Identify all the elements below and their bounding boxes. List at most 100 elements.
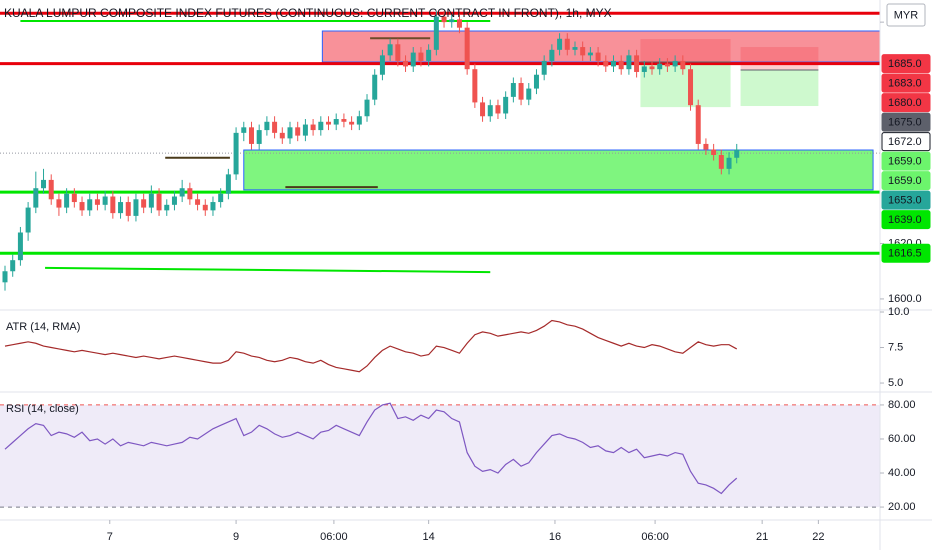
candle-body xyxy=(279,132,285,139)
currency-button-frame[interactable] xyxy=(886,3,926,27)
price-label-badge xyxy=(881,210,931,230)
candle-body xyxy=(403,60,409,67)
candle-body xyxy=(649,66,655,70)
candle-body xyxy=(356,116,362,125)
pane-title: RSI (14, close) xyxy=(6,403,79,415)
candle-body xyxy=(41,179,47,189)
price-label-badge xyxy=(881,73,931,93)
candle-body xyxy=(33,188,39,208)
x-tick-label: 9 xyxy=(233,531,239,543)
price-label-text: 1659.0 xyxy=(888,156,922,168)
price-label-text: 1680.0 xyxy=(888,97,922,109)
indicator-line xyxy=(4,319,738,373)
pane-title: ATR (14, RMA) xyxy=(6,321,80,333)
candle-body xyxy=(125,202,131,216)
trend-line xyxy=(45,266,491,274)
candle-body xyxy=(102,196,108,205)
candle-body xyxy=(326,121,332,125)
candle-body xyxy=(626,55,632,70)
price-label-text: 1685.0 xyxy=(888,58,922,70)
x-tick-label: 06:00 xyxy=(320,531,348,543)
candle-body xyxy=(79,202,85,211)
candle-body xyxy=(587,52,593,56)
candle-body xyxy=(410,52,416,67)
y-tick-label: 80.00 xyxy=(888,399,916,411)
candle-body xyxy=(148,193,154,208)
candle-body xyxy=(202,204,208,211)
candle-body xyxy=(518,83,524,100)
candle-body xyxy=(218,193,224,203)
candle-body xyxy=(433,16,439,50)
candle-body xyxy=(572,47,578,50)
candle-body xyxy=(564,38,570,50)
candle-body xyxy=(618,60,624,70)
zone xyxy=(740,47,819,71)
candle-body xyxy=(71,193,77,203)
candle-body xyxy=(456,19,462,28)
zone xyxy=(640,39,731,62)
candle-body xyxy=(464,27,470,70)
chart-title: KUALA LUMPUR COMPOSITE INDEX FUTURES (CO… xyxy=(4,6,612,20)
y-tick-label: 7.5 xyxy=(888,341,903,353)
candle-body xyxy=(533,74,539,89)
candle-body xyxy=(680,60,686,70)
candle-body xyxy=(110,196,116,214)
candle-body xyxy=(557,38,563,50)
candle-body xyxy=(48,179,54,200)
candle-body xyxy=(664,63,670,67)
y-tick-label: 5.0 xyxy=(888,377,903,389)
candle-body xyxy=(449,19,455,23)
candle-body xyxy=(672,60,678,67)
price-label-text: 1616.5 xyxy=(888,248,922,260)
candle-body xyxy=(56,199,62,208)
x-tick-label: 21 xyxy=(756,531,768,543)
candle-body xyxy=(510,83,516,97)
price-label-text: 1639.0 xyxy=(888,214,922,226)
y-tick-label: 1600.0 xyxy=(888,293,922,305)
candle-body xyxy=(133,199,139,216)
candle-body xyxy=(641,66,647,72)
candle-body xyxy=(695,105,701,144)
candle-body xyxy=(688,69,694,106)
candle-body xyxy=(379,55,385,75)
y-tick-label: 60.00 xyxy=(888,433,916,445)
candle-body xyxy=(395,44,401,61)
candle-body xyxy=(156,193,162,211)
candle-body xyxy=(387,44,393,56)
candle-body xyxy=(241,127,247,133)
candle-body xyxy=(441,16,447,23)
candle-body xyxy=(17,232,23,261)
candle-body xyxy=(610,60,616,67)
candle-body xyxy=(187,188,193,200)
zone xyxy=(243,149,874,191)
candle-body xyxy=(118,202,124,214)
candle-body xyxy=(503,96,509,114)
candle-body xyxy=(657,63,663,70)
y-tick-label: 20.00 xyxy=(888,501,916,513)
candle-body xyxy=(2,271,8,283)
candle-body xyxy=(703,143,709,150)
candle-body xyxy=(264,121,270,131)
currency-label[interactable]: MYR xyxy=(894,9,919,21)
candle-body xyxy=(210,202,216,211)
candle-body xyxy=(364,99,370,117)
candle-body xyxy=(171,196,177,205)
candle-body xyxy=(711,149,717,155)
candle-body xyxy=(341,119,347,122)
indicator-panes: ATR (14, RMA) RSI (14, close) xyxy=(0,319,880,508)
candle-body xyxy=(526,88,532,100)
price-label-text: 1672.0 xyxy=(888,136,922,148)
candle-body xyxy=(595,52,601,61)
x-tick-label: 06:00 xyxy=(641,531,669,543)
candle-body xyxy=(472,69,478,103)
candle-body xyxy=(426,49,432,61)
currency-button[interactable]: MYR xyxy=(886,3,926,27)
candle-body xyxy=(603,60,609,67)
candle-body xyxy=(94,199,100,205)
candle-body xyxy=(318,121,324,131)
candle-body xyxy=(734,149,740,158)
candle-body xyxy=(141,199,147,208)
